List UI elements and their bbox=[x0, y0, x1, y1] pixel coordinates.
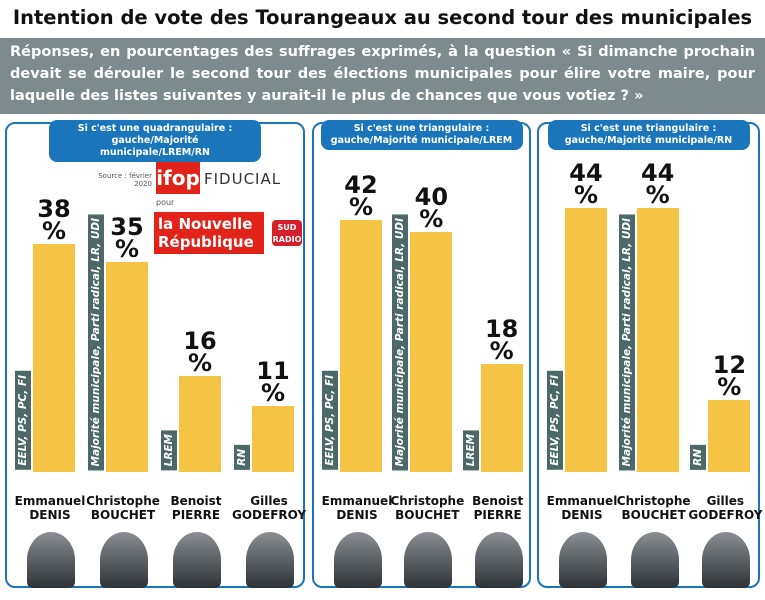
newspaper-logo: la Nouvelle République bbox=[154, 212, 264, 254]
candidate-photo bbox=[702, 532, 751, 588]
ifop-logo: ifop bbox=[156, 162, 200, 194]
candidate-name: Benoist PIERRE bbox=[472, 494, 524, 522]
value-label: 35 % bbox=[110, 213, 144, 263]
party-label: Majorité municipale, Parti radical, LR, … bbox=[392, 213, 409, 470]
candidate-name: Gilles GODEFROY bbox=[232, 494, 307, 522]
chart-title: Si c'est une triangulaire : gauche/Major… bbox=[320, 120, 523, 150]
bar bbox=[708, 400, 751, 472]
party-label: LREM bbox=[161, 429, 177, 470]
candidate-photo bbox=[474, 532, 523, 588]
candidate-name: Christophe BOUCHET bbox=[616, 494, 691, 522]
pour: pour bbox=[156, 198, 175, 207]
fiducial-logo: FIDUCIAL bbox=[204, 170, 282, 188]
candidate-photo bbox=[246, 532, 294, 588]
candidate-photo bbox=[334, 532, 382, 588]
candidate-name: Emmanuel DENIS bbox=[546, 494, 618, 522]
chart-panel: Si c'est une triangulaire : gauche/Major… bbox=[537, 120, 763, 588]
value-label: 42 % bbox=[344, 171, 378, 221]
bar bbox=[565, 208, 607, 472]
bar bbox=[252, 406, 294, 472]
candidate-name: Emmanuel DENIS bbox=[14, 494, 86, 522]
value-label: 44 % bbox=[569, 159, 603, 209]
party-label: LREM bbox=[462, 429, 479, 470]
party-label: RN bbox=[690, 445, 707, 470]
bar bbox=[340, 220, 382, 472]
candidate-name: Emmanuel DENIS bbox=[321, 494, 393, 522]
candidate-name: Benoist PIERRE bbox=[170, 494, 222, 522]
source: Source : février 2020 bbox=[98, 172, 152, 188]
candidate-photo bbox=[173, 532, 221, 588]
bar bbox=[106, 262, 148, 472]
value-label: 40 % bbox=[414, 183, 449, 233]
bar bbox=[179, 376, 221, 472]
candidate-photo bbox=[630, 532, 679, 588]
bar bbox=[480, 364, 523, 472]
value-label: 16 % bbox=[183, 327, 217, 377]
candidate-photo bbox=[100, 532, 148, 588]
party-label: RN bbox=[234, 445, 250, 470]
value-label: 11 % bbox=[256, 357, 290, 407]
value-label: 18 % bbox=[484, 315, 519, 365]
title: Intention de vote des Tourangeaux au sec… bbox=[12, 6, 753, 29]
candidate-name: Christophe BOUCHET bbox=[86, 494, 160, 522]
candidate-name: Christophe BOUCHET bbox=[390, 494, 465, 522]
radio-logo: SUD RADIO bbox=[272, 220, 302, 246]
value-label: 44 % bbox=[640, 159, 675, 209]
party-label: EELV, PS, PC, FI bbox=[322, 371, 338, 470]
chart-title: Si c'est une quadrangulaire : gauche/Maj… bbox=[49, 120, 261, 162]
party-label: Majorité municipale, Parti radical, LR, … bbox=[618, 213, 635, 470]
logos: Source : février 2020 ifop FIDUCIAL pour… bbox=[96, 160, 306, 260]
bar bbox=[33, 244, 75, 472]
candidate-photo bbox=[27, 532, 75, 588]
chart-title: Si c'est une triangulaire : gauche/Major… bbox=[547, 120, 750, 150]
chart-panel: Si c'est une triangulaire : gauche/Major… bbox=[312, 120, 531, 588]
party-label: EELV, PS, PC, FI bbox=[15, 371, 31, 470]
party-label: Majorité municipale, Parti radical, LR, … bbox=[88, 213, 104, 470]
subtitle: Réponses, en pourcentages des suffrages … bbox=[0, 38, 765, 114]
candidate-photo bbox=[404, 532, 453, 588]
bar bbox=[636, 208, 679, 472]
chart-panel: Si c'est une quadrangulaire : gauche/Maj… bbox=[5, 120, 307, 588]
party-label: EELV, PS, PC, FI bbox=[547, 371, 563, 470]
value-label: 38 % bbox=[37, 195, 71, 245]
bar bbox=[410, 232, 453, 472]
candidate-photo bbox=[559, 532, 607, 588]
candidate-name: Gilles GODEFROY bbox=[688, 494, 763, 522]
value-label: 12 % bbox=[712, 351, 747, 401]
